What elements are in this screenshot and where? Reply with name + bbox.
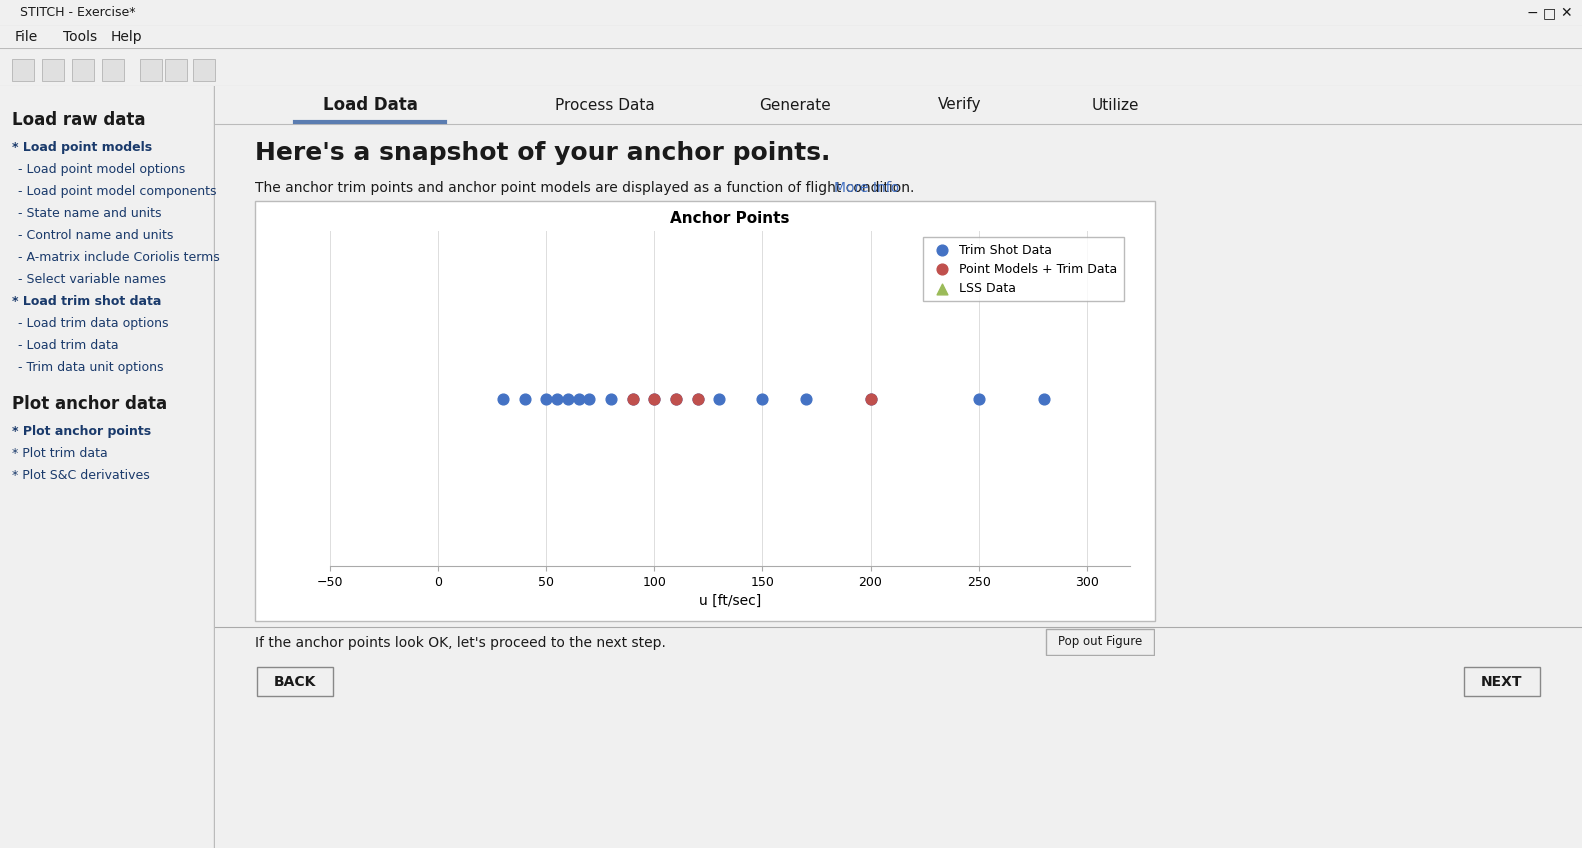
Bar: [255, 201, 1155, 621]
Text: - Trim data unit options: - Trim data unit options: [17, 361, 163, 374]
Text: Load raw data: Load raw data: [13, 111, 146, 129]
Bar: [43, 59, 63, 81]
Trim Shot Data: [793, 392, 818, 405]
Bar: [165, 59, 187, 81]
Text: * Plot S&C derivatives: * Plot S&C derivatives: [13, 469, 150, 482]
Bar: [193, 59, 215, 81]
Trim Shot Data: [750, 392, 775, 405]
Trim Shot Data: [620, 392, 645, 405]
Text: Verify: Verify: [938, 98, 982, 113]
Text: ✕: ✕: [1560, 6, 1573, 20]
Text: * Load trim shot data: * Load trim shot data: [13, 295, 161, 308]
Trim Shot Data: [490, 392, 516, 405]
Trim Shot Data: [513, 392, 538, 405]
Bar: [256, 667, 334, 696]
Text: - A-matrix include Coriolis terms: - A-matrix include Coriolis terms: [17, 251, 220, 264]
Text: −: −: [1527, 6, 1538, 20]
Text: Pop out Figure: Pop out Figure: [1058, 635, 1142, 649]
Legend: Trim Shot Data, Point Models + Trim Data, LSS Data: Trim Shot Data, Point Models + Trim Data…: [922, 237, 1123, 301]
Text: - Select variable names: - Select variable names: [17, 273, 166, 286]
Text: - Control name and units: - Control name and units: [17, 229, 174, 242]
Trim Shot Data: [663, 392, 688, 405]
Text: - Load trim data options: - Load trim data options: [17, 317, 169, 330]
Bar: [13, 59, 33, 81]
Point Models + Trim Data: [620, 392, 645, 405]
Text: - Load point model options: - Load point model options: [17, 163, 185, 176]
Text: Help: Help: [111, 30, 142, 44]
Text: The anchor trim points and anchor point models are displayed as a function of fl: The anchor trim points and anchor point …: [255, 181, 914, 195]
Text: If the anchor points look OK, let's proceed to the next step.: If the anchor points look OK, let's proc…: [255, 635, 666, 650]
Text: * Plot anchor points: * Plot anchor points: [13, 425, 152, 438]
Trim Shot Data: [555, 392, 581, 405]
Text: - State name and units: - State name and units: [17, 207, 161, 220]
Trim Shot Data: [707, 392, 732, 405]
Trim Shot Data: [857, 392, 883, 405]
Point Models + Trim Data: [642, 392, 668, 405]
Point Models + Trim Data: [857, 392, 883, 405]
Bar: [101, 59, 123, 81]
Trim Shot Data: [533, 392, 558, 405]
Point Models + Trim Data: [663, 392, 688, 405]
Title: Anchor Points: Anchor Points: [671, 210, 789, 226]
Text: Here's a snapshot of your anchor points.: Here's a snapshot of your anchor points.: [255, 141, 831, 165]
Text: NEXT: NEXT: [1481, 674, 1523, 689]
Text: File: File: [14, 30, 38, 44]
Text: More Info: More Info: [834, 181, 900, 195]
Text: Generate: Generate: [759, 98, 831, 113]
Bar: [139, 59, 161, 81]
Text: BACK: BACK: [274, 674, 316, 689]
Text: Process Data: Process Data: [555, 98, 655, 113]
X-axis label: u [ft/sec]: u [ft/sec]: [699, 594, 761, 608]
Text: STITCH - Exercise*: STITCH - Exercise*: [21, 7, 136, 20]
Bar: [1463, 667, 1541, 696]
Trim Shot Data: [967, 392, 992, 405]
Text: - Load point model components: - Load point model components: [17, 185, 217, 198]
Text: - Load trim data: - Load trim data: [17, 339, 119, 352]
Trim Shot Data: [577, 392, 603, 405]
Bar: [73, 59, 93, 81]
Text: Plot anchor data: Plot anchor data: [13, 395, 168, 413]
Text: □: □: [1542, 6, 1555, 20]
Text: Utilize: Utilize: [1092, 98, 1139, 113]
Trim Shot Data: [685, 392, 710, 405]
Text: Load Data: Load Data: [323, 96, 418, 114]
Text: Tools: Tools: [63, 30, 97, 44]
Text: * Load point models: * Load point models: [13, 141, 152, 154]
Trim Shot Data: [598, 392, 623, 405]
Text: * Plot trim data: * Plot trim data: [13, 447, 108, 460]
Trim Shot Data: [1031, 392, 1057, 405]
Trim Shot Data: [642, 392, 668, 405]
Point Models + Trim Data: [685, 392, 710, 405]
Trim Shot Data: [544, 392, 570, 405]
Trim Shot Data: [566, 392, 592, 405]
